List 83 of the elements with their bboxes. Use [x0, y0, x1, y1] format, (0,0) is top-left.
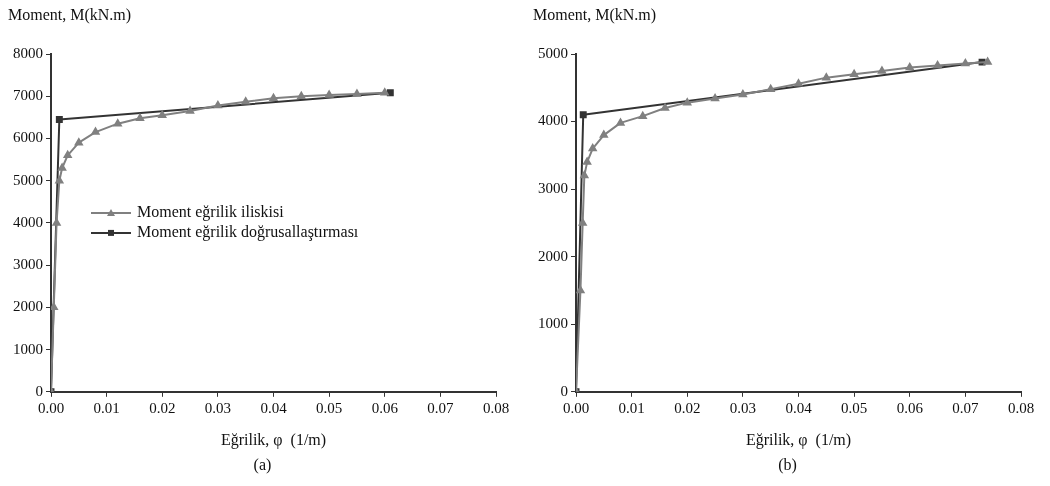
x-tick-label: 0.07: [427, 399, 454, 416]
point: [583, 157, 592, 165]
y-tick-label: 4000: [538, 112, 568, 129]
y-tick-label: 0: [35, 382, 43, 399]
point: [683, 98, 692, 106]
point: [794, 79, 803, 87]
x-tick-label: 0.01: [618, 399, 645, 416]
point: [599, 130, 608, 138]
y-tick-label: 8000: [13, 44, 43, 61]
point: [711, 94, 720, 102]
point: [113, 119, 122, 127]
point: [91, 127, 100, 135]
point: [352, 89, 361, 97]
point: [961, 58, 970, 67]
x-tick-label: 0.06: [896, 399, 924, 416]
point: [135, 113, 145, 121]
x-tick-label: 0.01: [93, 399, 120, 416]
y-tick-label: 0: [560, 382, 568, 399]
x-tick-label: 0.03: [204, 399, 231, 416]
y-tick-label: 2000: [538, 247, 568, 264]
point: [576, 285, 585, 294]
x-tick-label: 0.02: [674, 399, 701, 416]
point: [588, 144, 597, 152]
point: [660, 103, 670, 111]
x-tick-label: 0.04: [260, 399, 288, 416]
legend-label: Moment eğrilik iliskisi: [137, 203, 285, 222]
point: [983, 57, 992, 65]
x-tick-label: 0.07: [952, 399, 979, 416]
x-tick-label: 0.00: [37, 399, 65, 416]
point: [738, 90, 747, 98]
point: [850, 69, 859, 78]
point: [766, 84, 775, 92]
point: [578, 218, 587, 226]
point: [241, 97, 250, 105]
x-tick-label: 0.03: [729, 399, 756, 416]
y-axis-title: Moment, M(kN.m): [8, 6, 132, 24]
point: [269, 93, 278, 102]
point: [55, 115, 63, 123]
point: [186, 106, 195, 114]
point: [386, 89, 394, 97]
point: [63, 150, 72, 159]
point: [638, 111, 647, 119]
y-tick-label: 3000: [13, 256, 43, 273]
text: (a): [252, 456, 273, 474]
y-tick-label: 6000: [13, 129, 43, 146]
y-tick-label: 1000: [13, 340, 43, 357]
point: [616, 118, 625, 126]
legend-label: Moment eğrilik doğrusallaştırması: [137, 223, 359, 242]
point: [579, 111, 587, 119]
y-tick-label: 5000: [13, 171, 43, 188]
point: [52, 218, 61, 226]
x-tick-label: 0.08: [1007, 399, 1035, 416]
x-tick-label: 0.08: [482, 399, 510, 416]
x-tick-label: 0.02: [149, 399, 176, 416]
text: (b): [777, 456, 798, 474]
point: [51, 302, 58, 311]
x-tick-label: 0.00: [562, 399, 590, 416]
point: [380, 88, 389, 96]
point: [905, 63, 914, 71]
x-tick-label: 0.05: [316, 399, 343, 416]
x-axis-title: Eğrilik, φ (1/m): [220, 430, 327, 449]
y-tick-label: 7000: [13, 87, 43, 104]
y-tick-label: 1000: [538, 315, 568, 332]
point: [158, 110, 167, 118]
point: [55, 176, 64, 184]
point: [325, 90, 334, 98]
point: [580, 171, 589, 179]
point: [822, 73, 831, 81]
y-axis-title: Moment, M(kN.m): [533, 6, 657, 24]
x-tick-label: 0.04: [785, 399, 813, 416]
point: [74, 138, 83, 146]
y-tick-label: 5000: [538, 44, 568, 61]
x-tick-label: 0.06: [371, 399, 399, 416]
x-axis-title: Eğrilik, φ (1/m): [745, 430, 852, 449]
x-tick-label: 0.05: [841, 399, 868, 416]
point: [58, 163, 67, 171]
point: [877, 66, 886, 74]
y-tick-label: 2000: [13, 298, 43, 315]
y-tick-label: 4000: [13, 213, 43, 230]
point: [297, 91, 306, 99]
y-tick-label: 3000: [538, 180, 568, 197]
point: [213, 101, 222, 109]
point: [933, 60, 942, 69]
